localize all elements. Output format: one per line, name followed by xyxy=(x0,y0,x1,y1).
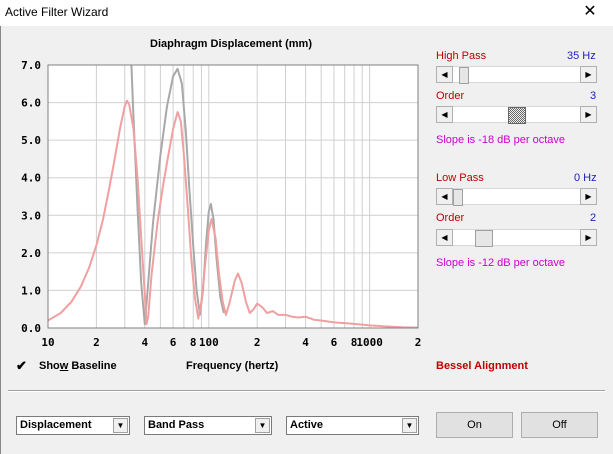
separator-highlight xyxy=(8,391,605,392)
high-pass-slider[interactable]: ◀ ▶ xyxy=(436,66,597,84)
x-tick-label: 4 xyxy=(141,336,148,349)
arrow-left-icon[interactable]: ◀ xyxy=(436,106,453,123)
slider-track[interactable] xyxy=(453,229,580,247)
low-pass-order-value: 2 xyxy=(590,212,597,224)
slider-thumb[interactable] xyxy=(458,67,469,84)
mode-combo[interactable]: Displacement ▼ xyxy=(16,416,130,435)
slider-track[interactable] xyxy=(453,188,580,206)
chevron-down-icon[interactable]: ▼ xyxy=(402,418,417,433)
filter-type-combo-value: Band Pass xyxy=(148,419,205,431)
arrow-left-icon[interactable]: ◀ xyxy=(436,229,453,246)
arrow-left-icon[interactable]: ◀ xyxy=(436,66,453,83)
high-pass-order-slider[interactable]: ◀ ▶ xyxy=(436,106,597,124)
low-pass-slope: Slope is -12 dB per octave xyxy=(436,257,566,269)
x-tick-label: 2 xyxy=(415,336,422,349)
slider-track[interactable] xyxy=(453,106,580,124)
y-tick-label: 6.0 xyxy=(21,97,41,110)
arrow-right-icon[interactable]: ▶ xyxy=(580,188,597,205)
x-tick-label: 6 xyxy=(331,336,338,349)
window-title: Active Filter Wizard xyxy=(5,5,109,19)
alignment-label: Bessel Alignment xyxy=(436,360,528,372)
x-tick-label: 1000 xyxy=(356,336,383,349)
x-tick-label: 8 xyxy=(351,336,358,349)
arrow-left-icon[interactable]: ◀ xyxy=(436,188,453,205)
chevron-down-icon[interactable]: ▼ xyxy=(113,418,128,433)
y-tick-label: 5.0 xyxy=(21,134,41,147)
high-pass-label: High Pass xyxy=(436,50,487,62)
slider-thumb[interactable] xyxy=(453,189,463,206)
off-button[interactable]: Off xyxy=(521,412,598,438)
high-pass-value: 35 Hz xyxy=(567,50,596,62)
low-pass-value: 0 Hz xyxy=(574,172,597,184)
slider-thumb[interactable] xyxy=(507,107,526,124)
arrow-right-icon[interactable]: ▶ xyxy=(580,106,597,123)
series-line-1 xyxy=(48,99,418,328)
y-tick-label: 1.0 xyxy=(21,284,41,297)
separator xyxy=(8,390,605,391)
x-tick-label: 6 xyxy=(170,336,177,349)
low-pass-order-label: Order xyxy=(436,212,465,224)
high-pass-order-label: Order xyxy=(436,90,465,102)
x-axis-label: Frequency (hertz) xyxy=(186,360,279,372)
arrow-right-icon[interactable]: ▶ xyxy=(580,229,597,246)
filter-type-combo[interactable]: Band Pass ▼ xyxy=(144,416,272,435)
y-tick-label: 0.0 xyxy=(21,322,41,335)
close-icon[interactable]: ✕ xyxy=(583,3,597,20)
on-button[interactable]: On xyxy=(436,412,513,438)
window-border xyxy=(0,26,1,454)
high-pass-slope: Slope is -18 dB per octave xyxy=(436,134,566,146)
slider-track[interactable] xyxy=(453,66,580,84)
chevron-down-icon[interactable]: ▼ xyxy=(255,418,270,433)
low-pass-order-slider[interactable]: ◀ ▶ xyxy=(436,229,597,247)
show-baseline-label[interactable]: Show Baseline xyxy=(39,360,117,372)
x-tick-label: 100 xyxy=(199,336,219,349)
show-baseline-checkbox[interactable]: ✔ xyxy=(16,358,27,373)
show-baseline-label-part: Sho xyxy=(39,360,60,372)
x-tick-label: 2 xyxy=(93,336,100,349)
filter-kind-combo[interactable]: Active ▼ xyxy=(286,416,419,435)
x-tick-label: 4 xyxy=(302,336,309,349)
y-tick-label: 2.0 xyxy=(21,247,41,260)
x-tick-label: 10 xyxy=(41,336,54,349)
slider-thumb[interactable] xyxy=(474,230,493,247)
low-pass-slider[interactable]: ◀ ▶ xyxy=(436,188,597,206)
arrow-right-icon[interactable]: ▶ xyxy=(580,66,597,83)
x-tick-label: 8 xyxy=(190,336,197,349)
filter-kind-combo-value: Active xyxy=(290,419,324,431)
y-tick-label: 7.0 xyxy=(21,59,41,72)
high-pass-order-value: 3 xyxy=(590,90,597,102)
show-baseline-label-part: Baseline xyxy=(68,360,117,372)
series-line-0 xyxy=(130,65,225,326)
show-baseline-label-mnemonic: w xyxy=(59,360,69,372)
plot-border xyxy=(47,64,419,329)
y-tick-label: 3.0 xyxy=(21,209,41,222)
chart-title: Diaphragm Displacement (mm) xyxy=(150,38,312,50)
y-tick-label: 4.0 xyxy=(21,172,41,185)
title-bar: Active Filter Wizard ✕ xyxy=(0,0,613,26)
x-tick-label: 2 xyxy=(254,336,261,349)
low-pass-label: Low Pass xyxy=(436,172,484,184)
mode-combo-value: Displacement xyxy=(20,419,92,431)
